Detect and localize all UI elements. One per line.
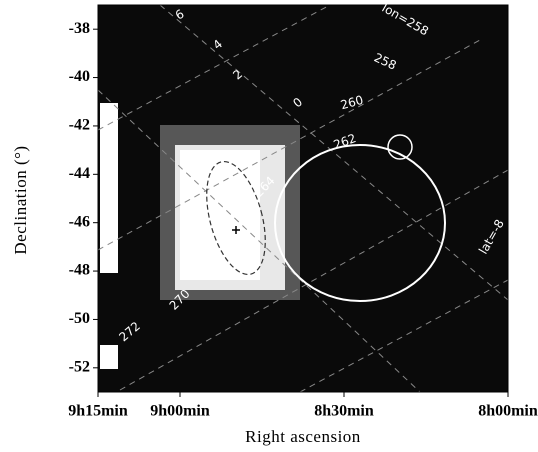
y-axis-label: Declination (°) bbox=[11, 145, 30, 254]
y-tick-label: -48 bbox=[69, 262, 90, 279]
x-tick-label: 9h00min bbox=[150, 403, 210, 420]
y-tick-label: -50 bbox=[69, 310, 90, 327]
sky-image bbox=[97, 4, 509, 393]
y-tick-label: -42 bbox=[69, 117, 90, 134]
x-tick-label: 9h15min bbox=[68, 403, 128, 420]
x-tick-label: 8h00min bbox=[478, 403, 538, 420]
x-tick-label: 8h30min bbox=[314, 403, 374, 420]
y-tick-label: -52 bbox=[69, 358, 90, 375]
y-tick-label: -44 bbox=[69, 165, 90, 182]
plot-frame bbox=[97, 4, 509, 393]
y-tick-label: -46 bbox=[69, 213, 90, 230]
annotation: 260 bbox=[339, 93, 365, 112]
x-axis-label: Right ascension bbox=[245, 427, 361, 446]
y-tick-label: -38 bbox=[69, 20, 90, 37]
y-tick-label: -40 bbox=[69, 68, 90, 85]
